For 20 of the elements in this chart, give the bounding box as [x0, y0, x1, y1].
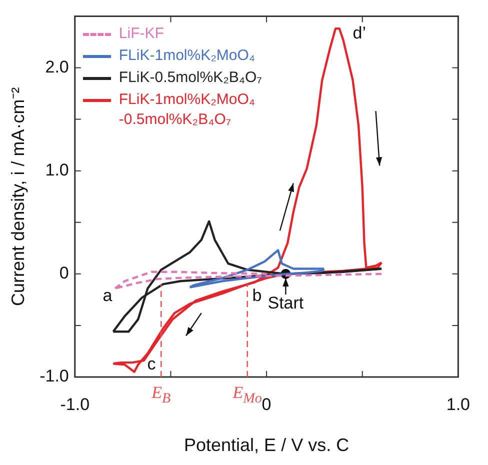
legend-label: FLiK-1mol%K₂MoO₄ -0.5mol%K₂B₄O₇	[118, 90, 256, 130]
y-axis-title: Current density, i / mA·cm⁻²	[8, 87, 28, 306]
x-tick-label: 0	[262, 394, 272, 414]
y-tick-label: 1.0	[45, 160, 69, 180]
y-tick-label: 0	[59, 264, 69, 283]
annotation: a	[102, 286, 113, 306]
legend-label: FLiK-1mol%K₂MoO₄	[118, 46, 256, 66]
legend-label: FLiK-0.5mol%K₂B₄O₇	[118, 68, 262, 88]
annotation: b	[252, 286, 262, 306]
annotation: d’	[352, 23, 366, 42]
x-tick-label: -1.0	[60, 394, 90, 414]
annotation: c	[147, 354, 156, 374]
annotation: Start	[268, 294, 304, 313]
ref-line-label: E$_{Mo}$	[232, 383, 262, 406]
y-tick-label: 2.0	[45, 57, 69, 76]
x-tick-label: 1.0	[446, 394, 470, 414]
x-axis-title: Potential, E / V vs. C	[184, 435, 350, 456]
y-tick-label: -1.0	[40, 366, 69, 386]
legend-label: LiF-KF	[118, 24, 164, 44]
ref-line-label: E$_{B}$	[150, 383, 172, 408]
